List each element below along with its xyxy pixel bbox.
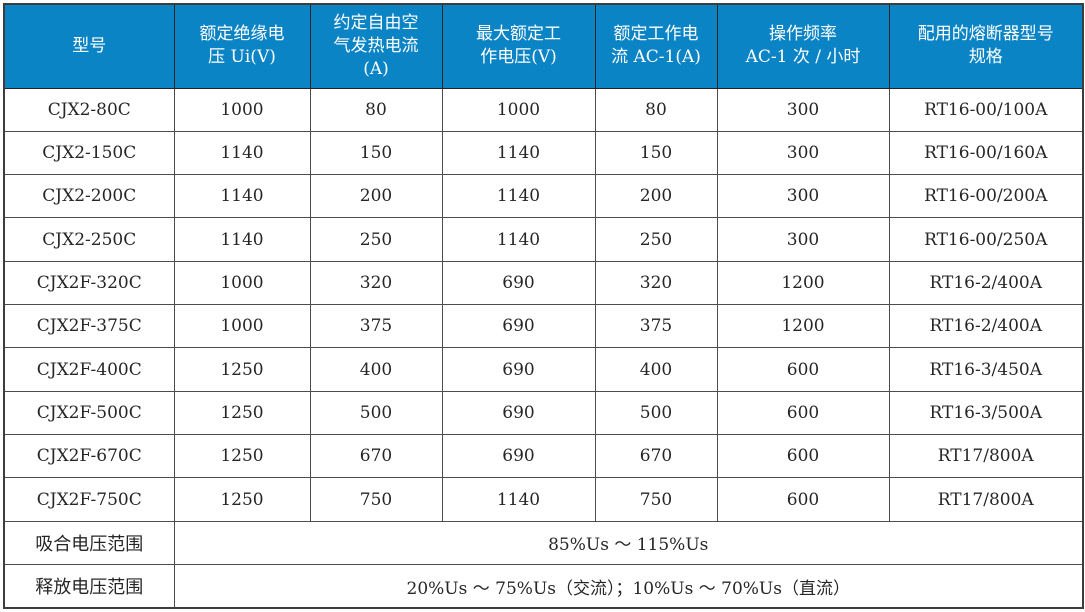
column-header-fuse-spec: 配用的熔断器型号 规格: [888, 3, 1084, 89]
value-cell: 375: [594, 304, 718, 349]
footer-row: 释放电压范围 20%Us ～ 75%Us（交流）；10%Us ～ 70%Us（直流…: [3, 564, 1084, 609]
value-cell: RT16-2/400A: [888, 304, 1084, 349]
footer-row-value: 20%Us ～ 75%Us（交流）；10%Us ～ 70%Us（直流）: [173, 564, 1084, 609]
value-cell: 1140: [441, 174, 596, 219]
value-cell: RT17/800A: [888, 477, 1084, 522]
table-row: CJX2F-500C 1250 500 690 500 600 RT16-3/500A: [3, 390, 1084, 436]
value-cell: 80: [594, 87, 718, 132]
value-cell: 690: [441, 260, 596, 306]
value-cell: 750: [309, 477, 443, 522]
value-cell: RT16-2/400A: [888, 260, 1084, 306]
value-cell: 80: [309, 87, 443, 132]
value-cell: RT16-00/100A: [888, 87, 1084, 132]
value-cell: 600: [716, 477, 890, 522]
value-cell: 1140: [173, 217, 311, 262]
value-cell: 500: [594, 390, 718, 436]
table-footer: 吸合电压范围 85%Us ～ 115%Us 释放电压范围 20%Us ～ 75%Us（…: [3, 520, 1084, 609]
value-cell: 150: [309, 130, 443, 176]
value-cell: 1000: [173, 304, 311, 349]
value-cell: 200: [594, 174, 718, 219]
value-cell: 600: [716, 347, 890, 392]
value-cell: 690: [441, 304, 596, 349]
model-cell: CJX2F-500C: [3, 390, 175, 436]
value-cell: 1140: [173, 130, 311, 176]
value-cell: 600: [716, 434, 890, 479]
value-cell: RT16-00/200A: [888, 174, 1084, 219]
value-cell: 1200: [716, 304, 890, 349]
value-cell: 1000: [441, 87, 596, 132]
value-cell: 1140: [441, 477, 596, 522]
value-cell: 300: [716, 217, 890, 262]
table-row: CJX2F-375C 1000 375 690 375 1200 RT16-2/400A: [3, 304, 1084, 349]
value-cell: RT16-00/160A: [888, 130, 1084, 176]
column-header-work-current: 额定工作电 流 AC-1(A): [594, 3, 718, 89]
table-row: CJX2-80C 1000 80 1000 80 300 RT16-00/100A: [3, 87, 1084, 132]
table-row: CJX2-150C 1140 150 1140 150 300 RT16-00/160A: [3, 130, 1084, 176]
table-row: CJX2-200C 1140 200 1140 200 300 RT16-00/200A: [3, 174, 1084, 219]
model-cell: CJX2-250C: [3, 217, 175, 262]
model-cell: CJX2F-670C: [3, 434, 175, 479]
value-cell: 200: [309, 174, 443, 219]
value-cell: 1140: [441, 217, 596, 262]
value-cell: 750: [594, 477, 718, 522]
table-row: CJX2F-750C 1250 750 1140 750 600 RT17/800A: [3, 477, 1084, 522]
header-row: 型号 额定绝缘电 压 Ui(V) 约定自由空 气发热电流 (A) 最大额定工 作电压(…: [3, 3, 1084, 89]
value-cell: 600: [716, 390, 890, 436]
value-cell: 1140: [441, 130, 596, 176]
column-header-op-frequency: 操作频率 AC-1 次 / 小时: [716, 3, 890, 89]
value-cell: 400: [594, 347, 718, 392]
table-row: CJX2F-400C 1250 400 690 400 600 RT16-3/450A: [3, 347, 1084, 392]
value-cell: 690: [441, 434, 596, 479]
value-cell: 670: [594, 434, 718, 479]
model-cell: CJX2-200C: [3, 174, 175, 219]
value-cell: 1140: [173, 174, 311, 219]
table-row: CJX2-250C 1140 250 1140 250 300 RT16-00/250A: [3, 217, 1084, 262]
model-cell: CJX2F-320C: [3, 260, 175, 306]
model-cell: CJX2F-375C: [3, 304, 175, 349]
value-cell: RT16-3/500A: [888, 390, 1084, 436]
value-cell: 1000: [173, 87, 311, 132]
value-cell: 250: [309, 217, 443, 262]
footer-row-label: 释放电压范围: [3, 564, 175, 609]
value-cell: 1200: [716, 260, 890, 306]
model-cell: CJX2-80C: [3, 87, 175, 132]
value-cell: 300: [716, 174, 890, 219]
value-cell: 690: [441, 390, 596, 436]
value-cell: 1250: [173, 390, 311, 436]
value-cell: 300: [716, 130, 890, 176]
model-cell: CJX2F-400C: [3, 347, 175, 392]
value-cell: 150: [594, 130, 718, 176]
model-cell: CJX2-150C: [3, 130, 175, 176]
contactor-spec-table: 型号 额定绝缘电 压 Ui(V) 约定自由空 气发热电流 (A) 最大额定工 作电压(…: [3, 3, 1084, 609]
value-cell: 400: [309, 347, 443, 392]
column-header-thermal-current: 约定自由空 气发热电流 (A): [309, 3, 443, 89]
value-cell: 500: [309, 390, 443, 436]
column-header-model: 型号: [3, 3, 175, 89]
value-cell: RT17/800A: [888, 434, 1084, 479]
table-row: CJX2F-670C 1250 670 690 670 600 RT17/800A: [3, 434, 1084, 479]
table-body: CJX2-80C 1000 80 1000 80 300 RT16-00/100A CJX2-…: [3, 87, 1084, 522]
value-cell: 670: [309, 434, 443, 479]
column-header-max-voltage: 最大额定工 作电压(V): [441, 3, 596, 89]
value-cell: RT16-00/250A: [888, 217, 1084, 262]
table-row: CJX2F-320C 1000 320 690 320 1200 RT16-2/400A: [3, 260, 1084, 306]
value-cell: 250: [594, 217, 718, 262]
footer-row-value: 85%Us ～ 115%Us: [173, 520, 1084, 566]
value-cell: 320: [594, 260, 718, 306]
model-cell: CJX2F-750C: [3, 477, 175, 522]
value-cell: 300: [716, 87, 890, 132]
column-header-insul-voltage: 额定绝缘电 压 Ui(V): [173, 3, 311, 89]
value-cell: 1250: [173, 434, 311, 479]
value-cell: 690: [441, 347, 596, 392]
value-cell: RT16-3/450A: [888, 347, 1084, 392]
footer-row-label: 吸合电压范围: [3, 520, 175, 566]
value-cell: 1250: [173, 477, 311, 522]
value-cell: 375: [309, 304, 443, 349]
value-cell: 1000: [173, 260, 311, 306]
footer-row: 吸合电压范围 85%Us ～ 115%Us: [3, 520, 1084, 566]
value-cell: 1250: [173, 347, 311, 392]
value-cell: 320: [309, 260, 443, 306]
